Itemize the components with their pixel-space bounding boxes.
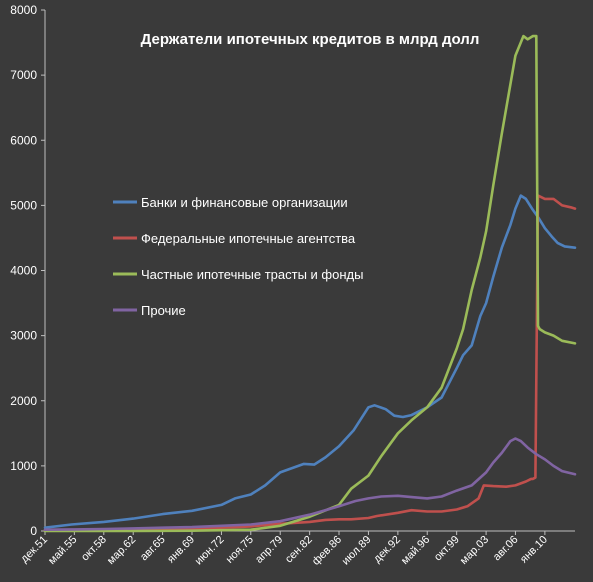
x-tick-label: фев.86 — [310, 534, 344, 568]
y-tick-label: 6000 — [10, 133, 37, 147]
x-tick-label: ноя.75 — [224, 534, 256, 566]
x-tick-label: янв.10 — [518, 534, 550, 566]
x-tick-label: дек.51 — [19, 534, 51, 566]
series-line-1 — [43, 194, 577, 530]
series-line-4 — [43, 437, 577, 532]
y-tick-label: 8000 — [10, 3, 37, 17]
series-line-2 — [43, 194, 577, 533]
x-tick-label: мар.03 — [458, 534, 491, 567]
y-tick-label: 5000 — [10, 198, 37, 212]
legend: Банки и финансовые организации Федеральны… — [113, 195, 363, 318]
x-tick-label: апр.79 — [253, 534, 285, 566]
y-ticks: 0 1000 2000 3000 4000 5000 6000 7000 8000 — [10, 3, 45, 538]
legend-label-2: Федеральные ипотечные агентства — [141, 231, 356, 246]
x-tick-label: дек.92 — [371, 534, 403, 566]
y-tick-label: 7000 — [10, 68, 37, 82]
y-tick-label: 1000 — [10, 459, 37, 473]
x-tick-label: май.55 — [46, 534, 79, 567]
y-tick-label: 2000 — [10, 394, 37, 408]
y-tick-label: 3000 — [10, 329, 37, 343]
legend-label-4: Прочие — [141, 303, 186, 318]
y-tick-label: 4000 — [10, 264, 37, 278]
x-tick-label: авг.65 — [138, 534, 168, 564]
x-tick-label: июл.89 — [340, 534, 374, 568]
chart-title: Держатели ипотечных кредитов в млрд долл — [141, 31, 480, 48]
series-lines — [43, 34, 577, 533]
legend-label-1: Банки и финансовые организации — [141, 195, 348, 210]
x-tick-label: янв.69 — [165, 534, 197, 566]
x-tick-label: июн.72 — [193, 534, 227, 568]
x-tick-label: мар.62 — [105, 534, 138, 567]
x-tick-label: май.96 — [399, 534, 432, 567]
series-line-3 — [43, 34, 577, 533]
legend-label-3: Частные ипотечные трасты и фонды — [141, 267, 363, 282]
y-tick-label: 0 — [30, 524, 37, 538]
x-tick-label: авг.06 — [491, 534, 521, 564]
